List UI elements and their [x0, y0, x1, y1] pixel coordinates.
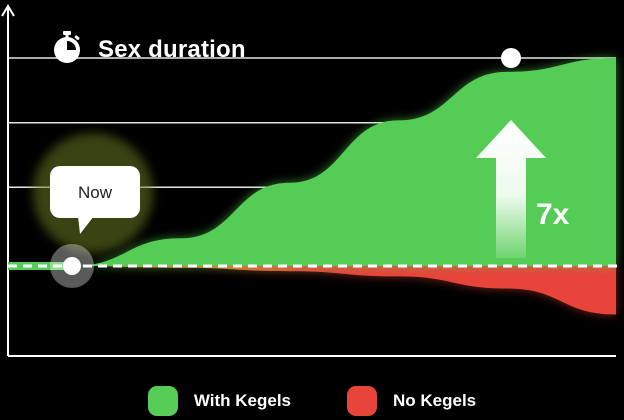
legend-swatch-no-kegels: [347, 386, 377, 416]
legend-swatch-with-kegels: [147, 386, 178, 416]
now-bubble-tail: [78, 216, 94, 234]
chart-legend: With Kegels No Kegels: [0, 386, 624, 416]
end-marker: [501, 48, 521, 68]
start-marker-dot: [63, 257, 81, 275]
legend-label-no-kegels: No Kegels: [393, 391, 477, 410]
stopwatch-icon: [52, 30, 82, 69]
with-kegels-area: [72, 58, 616, 266]
now-label: Now: [78, 183, 113, 202]
legend-item-with-kegels: With Kegels: [147, 386, 291, 416]
y-axis-arrowhead: [1, 4, 15, 17]
no-kegels-area: [72, 266, 616, 315]
chart-axes: [1, 4, 616, 357]
growth-arrow: 7x: [476, 120, 570, 258]
now-bubble: [50, 166, 140, 218]
multiplier-label: 7x: [536, 198, 570, 231]
chart-header: Sex duration: [52, 30, 246, 69]
no-kegels-series: [71, 265, 617, 315]
now-callout: Now: [33, 133, 153, 253]
up-arrow-icon: [476, 120, 546, 258]
start-marker: [50, 244, 94, 288]
chart-title: Sex duration: [98, 35, 246, 63]
legend-label-with-kegels: With Kegels: [193, 391, 291, 410]
legend-item-no-kegels: No Kegels: [347, 386, 476, 416]
